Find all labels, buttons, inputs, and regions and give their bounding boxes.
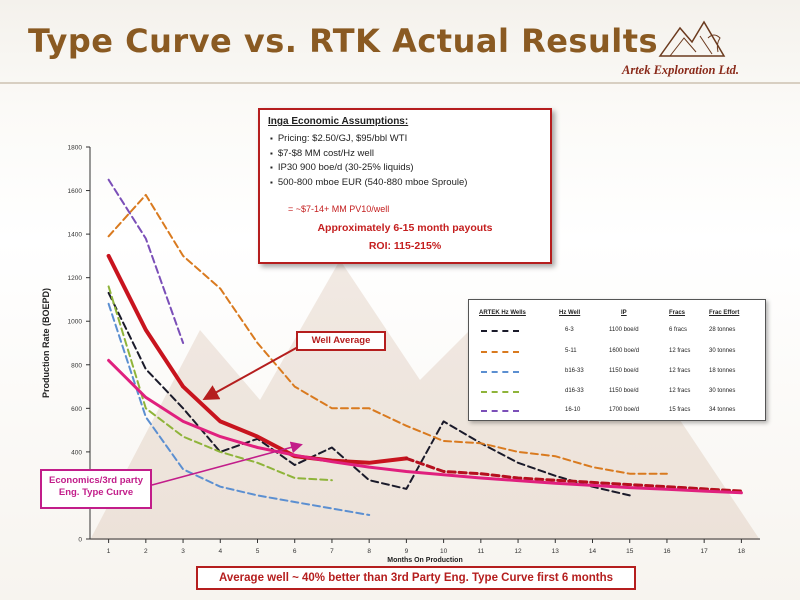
table-header: ARTEK Hz Wells — [479, 310, 526, 316]
well-ip: 1600 boe/d — [609, 348, 640, 354]
assumptions-list: Pricing: $2.50/GJ, $95/bbl WTI $7-$8 MM … — [270, 132, 468, 191]
legend-swatch — [481, 410, 519, 412]
well-frac-effort: 34 tonnes — [709, 407, 736, 413]
x-tick-label: 6 — [293, 548, 297, 555]
well-fracs: 15 fracs — [669, 407, 691, 413]
y-tick-label: 1200 — [68, 275, 83, 282]
well-legend-table: ARTEK Hz Wells Hz Well IP Fracs Frac Eff… — [468, 299, 766, 421]
well-fracs: 12 fracs — [669, 368, 691, 374]
economic-assumptions-box: Inga Economic Assumptions: Pricing: $2.5… — [258, 108, 552, 264]
well-fracs: 12 fracs — [669, 388, 691, 394]
series-line-b16-33 — [107, 302, 371, 516]
well-name: b16-33 — [565, 368, 584, 374]
x-tick-label: 18 — [738, 548, 746, 555]
x-tick-label: 14 — [589, 548, 597, 555]
well-frac-effort: 30 tonnes — [709, 348, 736, 354]
well-name: 6-3 — [565, 327, 574, 333]
x-tick-label: 8 — [367, 548, 371, 555]
bottom-summary-note: Average well ~ 40% better than 3rd Party… — [196, 566, 636, 590]
pv10-note: = ~$7-14+ MM PV10/well — [288, 204, 390, 214]
callout-line: Eng. Type Curve — [58, 487, 134, 498]
series-line-well-average-cont- — [404, 456, 743, 493]
y-tick-label: 0 — [78, 537, 82, 544]
x-tick-label: 16 — [663, 548, 671, 555]
legend-swatch — [481, 330, 519, 332]
well-frac-effort: 28 tonnes — [709, 327, 736, 333]
legend-swatch — [481, 391, 519, 393]
logo-text: Artek Exploration Ltd. — [622, 63, 740, 77]
y-tick-label: 1000 — [68, 319, 83, 326]
well-fracs: 12 fracs — [669, 348, 691, 354]
table-header: IP — [621, 310, 627, 316]
assumption-item: Pricing: $2.50/GJ, $95/bbl WTI — [270, 132, 467, 147]
table-header: Hz Well — [559, 310, 581, 316]
type-curve-arrow — [151, 441, 303, 486]
well-frac-effort: 18 tonnes — [709, 368, 736, 374]
well-name: d16-33 — [565, 388, 584, 394]
page-title: Type Curve vs. RTK Actual Results — [28, 22, 659, 60]
x-tick-label: 3 — [181, 548, 185, 555]
x-tick-label: 9 — [405, 548, 409, 555]
x-tick-label: 5 — [256, 548, 260, 555]
y-tick-label: 800 — [71, 362, 82, 369]
x-tick-label: 1 — [107, 548, 111, 555]
roi-note: ROI: 115-215% — [368, 240, 442, 252]
logo-mountain-icon — [658, 20, 726, 57]
background-mountains — [90, 260, 760, 540]
legend-swatch — [481, 351, 519, 353]
well-name: 16-10 — [565, 407, 581, 413]
well-average-callout: Well Average — [296, 331, 386, 351]
assumptions-title: Inga Economic Assumptions: — [268, 116, 409, 127]
well-ip: 1150 boe/d — [609, 388, 639, 394]
series-line-5-11 — [107, 193, 668, 475]
well-ip: 1150 boe/d — [609, 368, 639, 374]
assumption-item: $7-$8 MM cost/Hz well — [270, 147, 467, 162]
y-tick-label: 600 — [71, 406, 82, 413]
x-tick-label: 4 — [218, 548, 222, 555]
assumption-item: IP30 900 boe/d (30-25% liquids) — [270, 161, 467, 176]
y-tick-label: 1400 — [68, 232, 83, 239]
series-line-6-3 — [107, 291, 631, 497]
y-tick-label: 1600 — [68, 188, 83, 195]
legend-swatch — [481, 371, 519, 373]
header-divider — [0, 82, 800, 84]
series-line-d16-33 — [107, 285, 333, 482]
well-average-arrow — [202, 346, 299, 400]
x-tick-label: 7 — [330, 548, 334, 555]
series-line-16-10 — [107, 178, 185, 344]
assumption-item: 500-800 mboe EUR (540-880 mboe Sproule) — [270, 176, 468, 191]
series-line-economics-3rd-party-eng-type-curve — [107, 358, 743, 495]
y-tick-label: 400 — [71, 449, 82, 456]
x-tick-label: 11 — [477, 548, 484, 555]
x-tick-label: 2 — [144, 548, 148, 555]
well-ip: 1100 boe/d — [609, 327, 639, 333]
payout-note: Approximately 6-15 month payouts — [317, 222, 493, 234]
x-tick-label: 13 — [552, 548, 560, 555]
well-frac-effort: 30 tonnes — [709, 388, 736, 394]
x-tick-label: 10 — [440, 548, 448, 555]
series-line-well-average — [106, 253, 409, 465]
economics-type-curve-callout: Economics/3rd party Eng. Type Curve — [40, 469, 152, 509]
x-axis-label: Months On Production — [387, 557, 462, 564]
well-fracs: 6 fracs — [669, 327, 688, 333]
well-ip: 1700 boe/d — [609, 407, 640, 413]
x-tick-label: 17 — [701, 548, 709, 555]
company-logo: Artek Exploration Ltd. — [600, 8, 790, 90]
x-tick-label: 12 — [514, 548, 522, 555]
table-header: Fracs — [669, 310, 686, 316]
callout-line: Economics/3rd party — [49, 475, 143, 486]
well-name: 5-11 — [565, 348, 577, 354]
y-tick-label: 1800 — [68, 145, 83, 152]
x-tick-label: 15 — [626, 548, 634, 555]
y-axis-label: Production Rate (BOEPD) — [41, 288, 51, 398]
table-header: Frac Effort — [709, 310, 740, 316]
